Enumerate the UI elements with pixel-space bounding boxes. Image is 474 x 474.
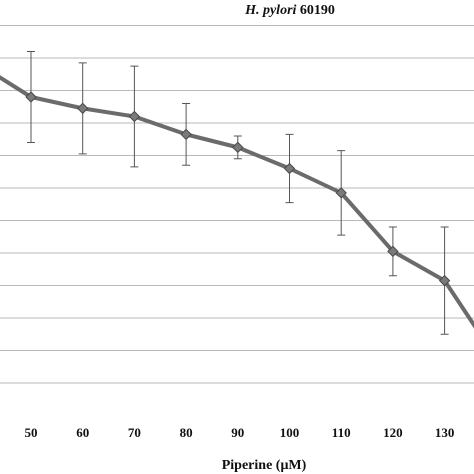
x-tick-label: 80 <box>180 425 193 440</box>
plot-area <box>0 51 474 335</box>
x-axis-ticks: 50 60 70 80 90 100 110 120 130 <box>25 425 455 440</box>
chart-title-rest: 60190 <box>296 3 335 18</box>
chart-title: H. pylori 60190 <box>244 3 335 18</box>
data-point <box>438 274 451 287</box>
data-point <box>387 245 399 258</box>
x-tick-label: 60 <box>76 425 89 440</box>
x-tick-label: 70 <box>128 425 141 440</box>
x-tick-label: 110 <box>332 425 351 440</box>
data-point <box>128 110 141 123</box>
data-point <box>180 128 192 141</box>
x-tick-label: 50 <box>25 425 38 440</box>
data-point <box>25 91 37 103</box>
data-point <box>232 141 244 154</box>
x-tick-label: 130 <box>435 425 455 440</box>
chart-title-italic: H. pylori <box>244 3 296 18</box>
gridlines <box>0 25 474 384</box>
svg-text:H. pylori 60190: H. pylori 60190 <box>244 3 335 18</box>
x-tick-label: 120 <box>383 425 403 440</box>
x-axis-label: Piperine (μM) <box>222 458 307 473</box>
series-line <box>0 75 474 329</box>
x-tick-label: 100 <box>280 425 300 440</box>
data-point <box>335 187 347 199</box>
data-point <box>283 162 296 175</box>
data-point <box>76 102 89 115</box>
x-tick-label: 90 <box>231 425 244 440</box>
